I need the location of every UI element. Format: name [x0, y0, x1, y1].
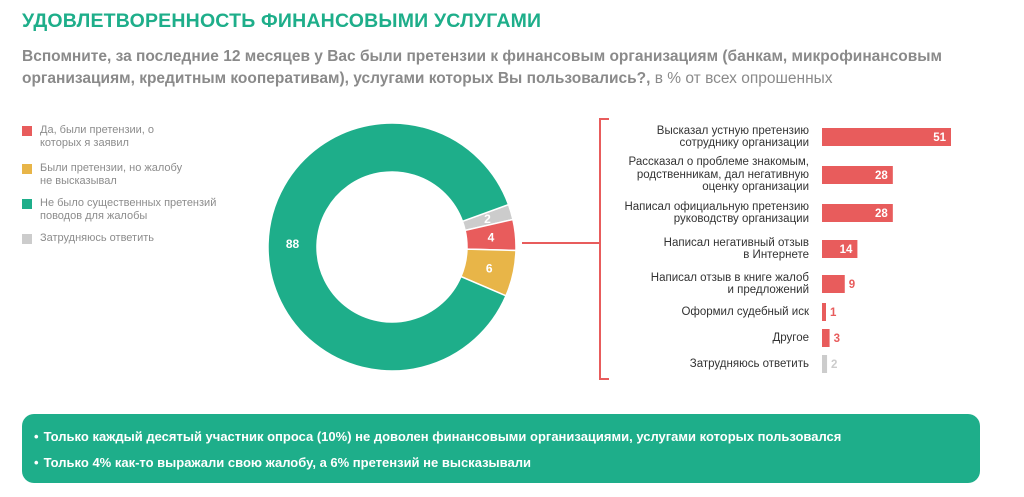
- bar-value-4: 9: [849, 279, 855, 291]
- legend-label-hard-to-say: Затрудняюсь ответить: [40, 232, 155, 244]
- bar-7: [822, 355, 828, 373]
- legend-label-claimed: Да, были претензии, о которых я заявил: [40, 124, 155, 149]
- bar-4: [822, 275, 845, 293]
- bar-6: [822, 329, 830, 347]
- legend-label-not-claimed: Были претензии, но жалобу не высказывал: [40, 162, 183, 187]
- bar-label-3: Написал негативный отзыв в Интернете: [663, 236, 809, 262]
- bar-group-bracket: [599, 118, 609, 380]
- page-title: УДОВЛЕТВОРЕННОСТЬ ФИНАНСОВЫМИ УСЛУГАМИ: [22, 10, 542, 32]
- bar-label-7: Затрудняюсь ответить: [689, 357, 809, 370]
- donut-slice-no-claims: [267, 122, 510, 372]
- bar-label-1: Рассказал о проблеме знакомым, родственни…: [628, 156, 809, 194]
- bullet-icon: •: [34, 455, 39, 470]
- donut-label-claimed: 4: [488, 230, 495, 244]
- bar-label-6: Другое: [772, 331, 809, 344]
- legend-swatch-no-claims: [22, 199, 32, 209]
- legend-swatch-claimed: [22, 126, 32, 136]
- donut-label-hard-to-say: 2: [484, 212, 491, 226]
- bar-value-5: 1: [830, 307, 837, 319]
- bar-value-1: 28: [875, 170, 888, 182]
- donut-label-no-claims: 88: [286, 237, 300, 251]
- question-text: Вспомните, за последние 12 месяцев у Вас…: [22, 48, 942, 87]
- bar-2: [822, 204, 893, 222]
- bar-value-7: 2: [831, 359, 837, 371]
- summary-item-1: • Только каждый десятый участник опроса (…: [34, 429, 841, 444]
- summary-box: • Только каждый десятый участник опроса (…: [22, 414, 980, 483]
- bar-5: [822, 303, 826, 321]
- bar-0: [822, 128, 951, 146]
- summary-text-1: Только каждый десятый участник опроса (1…: [43, 429, 842, 444]
- connector-line: [522, 242, 599, 244]
- summary-text-2: Только 4% как-то выражали свою жалобу, а…: [43, 455, 531, 470]
- bar-1: [822, 166, 893, 184]
- bar-label-0: Высказал устную претензию сотруднику орга…: [656, 124, 809, 150]
- bar-value-3: 14: [840, 244, 853, 256]
- bar-value-2: 28: [875, 208, 888, 220]
- bar-value-0: 51: [933, 132, 946, 144]
- bullet-icon: •: [34, 429, 39, 444]
- bar-label-2: Написал официальную претензию руководству…: [624, 200, 809, 226]
- legend-swatch-hard-to-say: [22, 234, 32, 244]
- question-unit: в % от всех опрошенных: [650, 70, 833, 87]
- legend-swatch-not-claimed: [22, 164, 32, 174]
- donut-label-not-claimed: 6: [486, 261, 493, 275]
- bar-label-4: Написал отзыв в книге жалоб и предложений: [650, 271, 809, 297]
- bar-value-6: 3: [834, 333, 840, 345]
- bar-3: [822, 240, 858, 258]
- summary-item-2: • Только 4% как-то выражали свою жалобу, …: [34, 455, 531, 470]
- survey-question: Вспомните, за последние 12 месяцев у Вас…: [22, 46, 1012, 90]
- legend-label-no-claims: Не было существенных претензий поводов д…: [40, 197, 217, 222]
- bar-label-5: Оформил судебный иск: [681, 305, 809, 318]
